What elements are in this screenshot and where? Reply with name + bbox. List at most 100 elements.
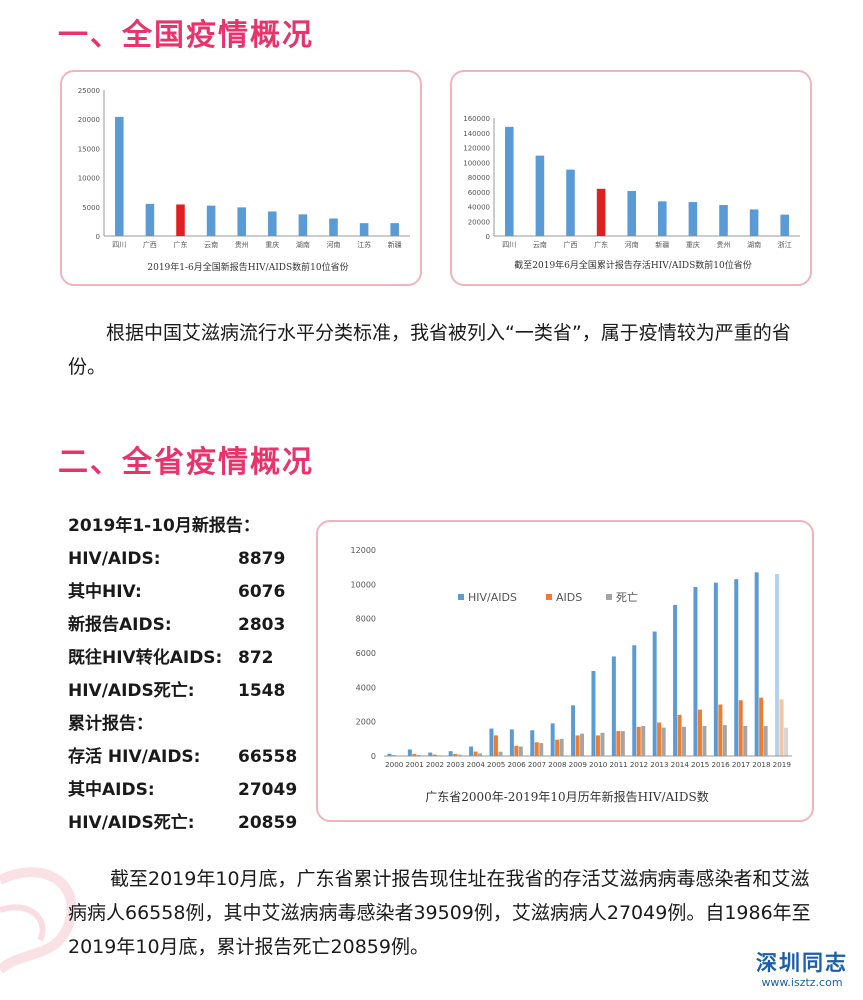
paragraph-cumulative-summary: 截至2019年10月底，广东省累计报告现住址在我省的存活艾滋病病毒感染者和艾滋病…	[68, 868, 811, 958]
y-tick-label: 100000	[463, 159, 490, 167]
stat-value: 872	[238, 648, 274, 668]
bar	[688, 202, 698, 236]
bar	[657, 722, 662, 756]
stat-row: HIV/AIDS死亡: 20859	[68, 807, 308, 840]
stat-value: 1548	[238, 681, 286, 701]
chart-title: 广东省2000年-2019年10月历年新报告HIV/AIDS数	[425, 789, 709, 804]
bar	[713, 582, 718, 756]
y-tick-label: 20000	[468, 218, 490, 226]
x-tick-label: 贵州	[717, 240, 731, 249]
x-tick-label: 2009	[569, 760, 588, 769]
bar	[448, 751, 453, 756]
y-tick-label: 10000	[78, 175, 100, 183]
x-tick-label: 2010	[589, 760, 608, 769]
stat-value: 20859	[238, 813, 298, 833]
y-tick-label: 12000	[351, 546, 376, 555]
chart-card-guangdong-yearly: 0 2000 4000 6000 8000 10000 12000 2000 2001 2002 2…	[316, 520, 814, 822]
x-tick-label: 2004	[467, 760, 486, 769]
stat-row: 其中AIDS: 27049	[68, 774, 308, 807]
bar	[559, 738, 564, 756]
bar	[416, 754, 421, 756]
chart-card-national-cumulative: 0 20000 40000 60000 80000 100000 120000 140000 1…	[450, 70, 812, 286]
bar	[145, 203, 155, 236]
bar	[437, 755, 442, 756]
stat-label: 新报告AIDS:	[68, 615, 172, 635]
x-tick-label: 2002	[426, 760, 444, 769]
stats-list: 2019年1-10月新报告： HIV/AIDS: 8879 其中HIV: 6076 新报告…	[68, 510, 308, 840]
bar	[432, 754, 437, 756]
x-tick-label: 四川	[502, 241, 516, 249]
bar	[722, 725, 727, 756]
x-tick-label: 新疆	[388, 240, 402, 249]
bar	[453, 753, 458, 756]
stat-value: 6076	[238, 582, 286, 602]
stat-label: 存活 HIV/AIDS:	[68, 747, 201, 767]
y-tick-label: 80000	[468, 174, 490, 182]
x-tick-label: 广西	[564, 240, 578, 249]
bar	[390, 223, 399, 236]
legend-swatch	[546, 594, 552, 600]
stat-row: 新报告AIDS: 2803	[68, 609, 308, 642]
stat-row: 既往HIV转化AIDS: 872	[68, 642, 308, 675]
x-tick-label: 浙江	[778, 240, 792, 249]
x-tick-label: 江苏	[357, 240, 371, 249]
bar	[518, 746, 523, 756]
watermark-title: 深圳同志	[756, 951, 848, 975]
bar	[636, 726, 641, 756]
bar	[530, 730, 535, 756]
x-tick-label: 重庆	[265, 240, 279, 249]
watermark-logo: 深圳同志 www.isztz.com	[747, 950, 857, 994]
bar	[682, 726, 687, 756]
bar	[469, 746, 474, 756]
y-tick-label: 160000	[463, 115, 490, 123]
bar	[575, 735, 580, 756]
x-tick-label: 广东	[174, 240, 188, 249]
stat-label: HIV/AIDS:	[68, 549, 161, 569]
bar	[571, 705, 576, 756]
paragraph-classification: 根据中国艾滋病流行水平分类标准，我省被列入“一类省”，属于疫情较为严重的省份。	[68, 322, 791, 378]
x-tick-label: 湖南	[296, 240, 310, 249]
y-tick-label: 5000	[82, 204, 100, 212]
bar	[775, 574, 780, 756]
bar	[693, 586, 698, 756]
bar	[754, 572, 759, 756]
y-tick-label: 0	[486, 233, 490, 241]
bar	[677, 714, 682, 756]
y-tick-label: 20000	[78, 116, 100, 124]
bar	[718, 704, 723, 756]
y-tick-label: 8000	[356, 615, 376, 624]
x-tick-label: 2005	[487, 760, 505, 769]
section-title-national: 一、全国疫情概况	[58, 18, 314, 53]
bar	[652, 631, 657, 756]
y-tick-label: 120000	[463, 145, 490, 153]
bar	[550, 723, 555, 756]
section-title-provincial: 二、全省疫情概况	[58, 445, 314, 480]
bar	[641, 725, 646, 756]
bar	[514, 745, 519, 756]
bar	[743, 725, 748, 756]
bar	[329, 218, 338, 236]
legend-label: 死亡	[616, 590, 638, 604]
bar	[457, 754, 462, 756]
chart-title: 截至2019年6月全国累计报告存活HIV/AIDS数前10位省份	[514, 259, 751, 271]
stat-row: HIV/AIDS死亡: 1548	[68, 675, 308, 708]
stat-label: HIV/AIDS死亡:	[68, 813, 195, 833]
chart-national-new-reports: 0 5000 10000 15000 20000 25000 四川 广西 广东 云南 贵州 重庆 湖南 河…	[78, 87, 410, 273]
x-tick-label: 贵州	[235, 240, 249, 249]
bar	[591, 671, 596, 756]
bar	[763, 725, 768, 756]
y-tick-label: 25000	[78, 87, 100, 95]
x-tick-label: 2001	[405, 760, 423, 769]
x-tick-label: 河南	[327, 240, 341, 249]
bar	[759, 697, 764, 756]
legend-label: AIDS	[556, 591, 582, 604]
bar	[555, 739, 560, 756]
y-tick-label: 4000	[356, 683, 376, 692]
chart-card-national-new: 0 5000 10000 15000 20000 25000 四川 广西 广东 云南 贵州 重庆 湖南 河…	[60, 70, 422, 286]
y-tick-label: 0	[96, 233, 100, 241]
x-tick-label: 重庆	[686, 240, 700, 249]
stat-row: 存活 HIV/AIDS: 66558	[68, 741, 308, 774]
bar	[719, 205, 728, 236]
stat-label: 其中AIDS:	[68, 780, 155, 800]
